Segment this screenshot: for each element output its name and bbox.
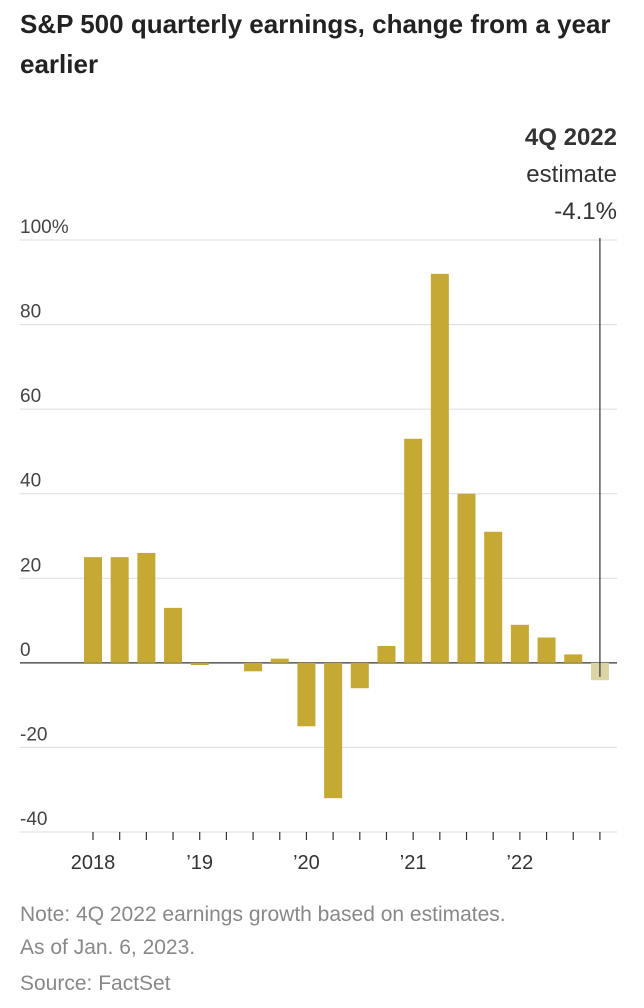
bar	[84, 557, 102, 663]
note: Note: 4Q 2022 earnings growth based on e…	[20, 903, 506, 926]
x-tick-label: ’22	[507, 852, 534, 874]
bar	[270, 658, 289, 663]
bar	[537, 637, 556, 663]
y-tick-label: 60	[20, 386, 41, 407]
y-tick-label: 40	[20, 471, 41, 492]
bar	[484, 531, 503, 663]
source: Source: FactSet	[20, 972, 171, 995]
bar	[297, 662, 316, 727]
bar	[137, 552, 156, 663]
bar	[164, 607, 183, 663]
annotation-title: 4Q 2022	[525, 124, 617, 151]
bar	[350, 662, 369, 689]
y-tick-label: -20	[20, 724, 47, 745]
x-tick-label: ’19	[186, 852, 213, 874]
y-tick-label: 100%	[20, 217, 69, 238]
bar	[510, 624, 529, 663]
y-tick-label: 0	[20, 640, 31, 661]
bar	[324, 662, 343, 799]
x-tick-label: ’20	[293, 852, 320, 874]
x-tick-label: 2018	[71, 852, 116, 874]
bar	[190, 662, 209, 665]
bar	[110, 557, 129, 663]
bar	[430, 273, 449, 663]
x-tick-label: ’21	[400, 852, 427, 874]
annotation-text: estimate	[526, 161, 617, 188]
y-tick-label: -40	[20, 809, 47, 830]
bar	[564, 654, 583, 663]
note: As of Jan. 6, 2023.	[20, 936, 196, 959]
chart-title: S&P 500 quarterly earnings, change from …	[20, 9, 611, 79]
bar	[457, 493, 476, 663]
y-tick-label: 20	[20, 555, 41, 576]
value-label: -4.1%	[554, 198, 617, 225]
bar	[244, 662, 263, 672]
y-tick-label: 80	[20, 302, 41, 323]
bar	[377, 645, 396, 663]
bar	[404, 438, 423, 663]
